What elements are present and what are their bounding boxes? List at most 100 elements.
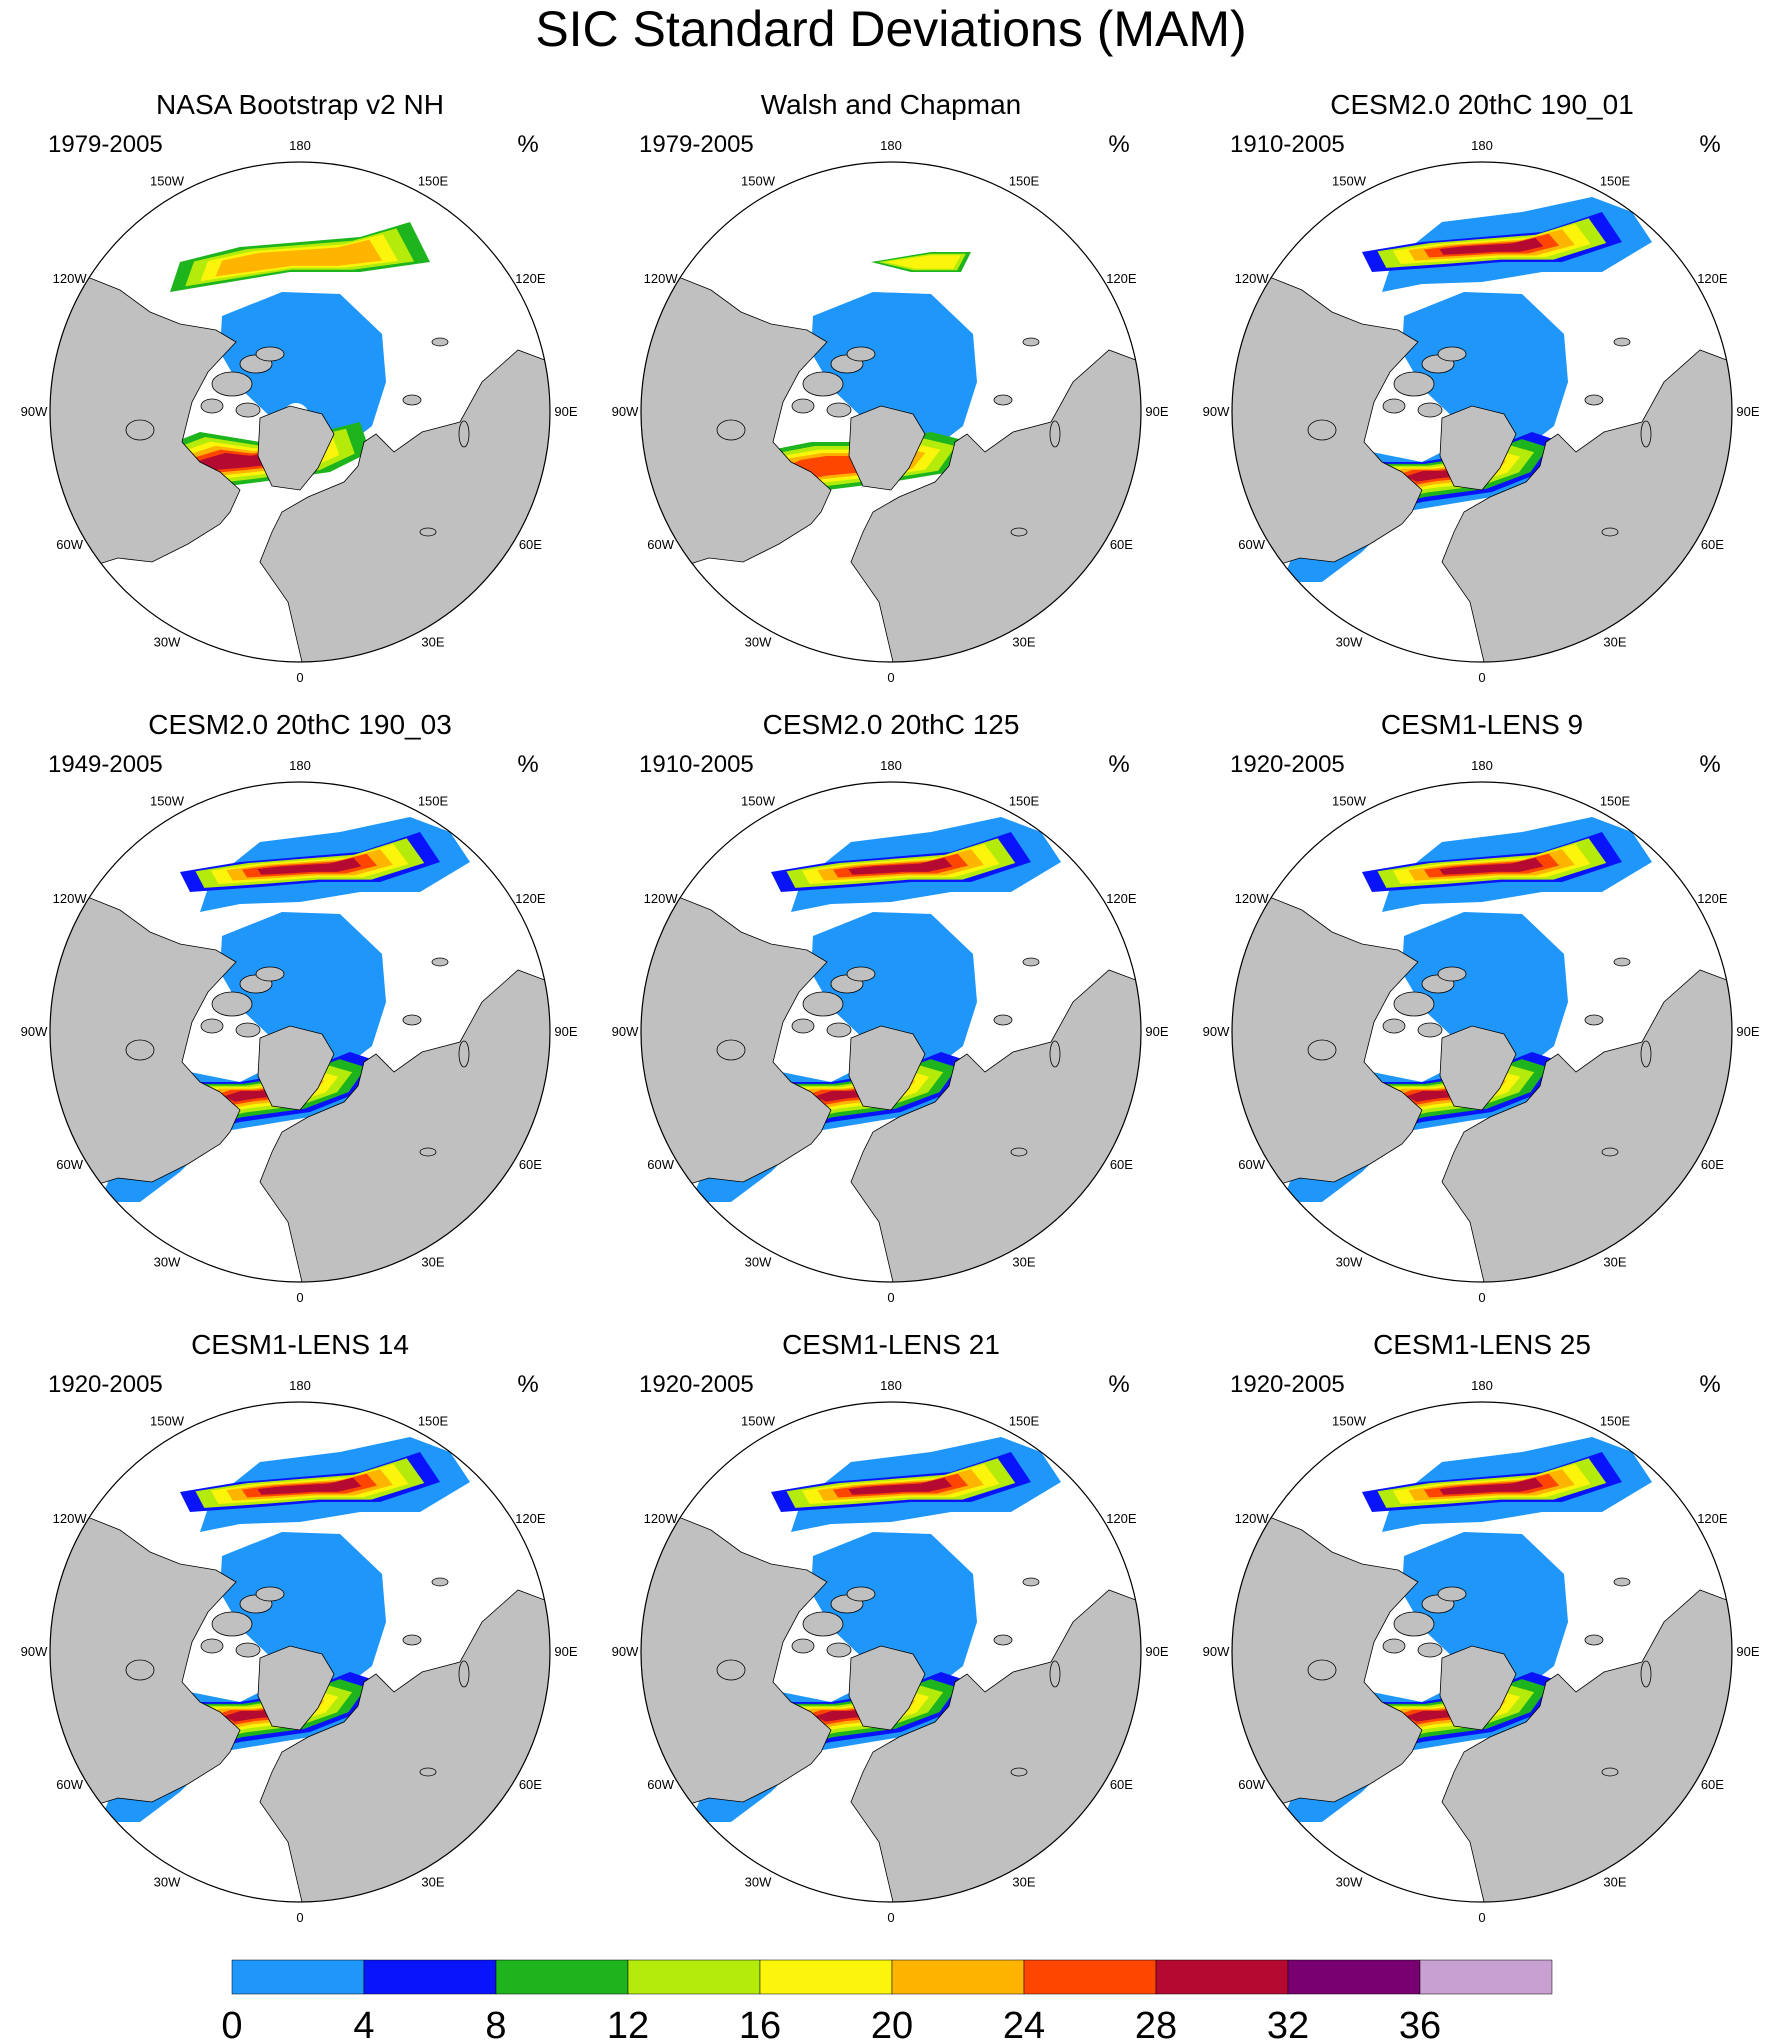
- colorbar-swatch: [891, 1959, 1025, 1995]
- colorbar-swatch: [495, 1959, 629, 1995]
- polar-map: 180 150E 120E 90E 60E 30E 0 30W 60W 90W 120W 150W: [21, 138, 578, 685]
- land-mask: [50, 277, 550, 662]
- longitude-label: 150W: [150, 174, 185, 189]
- longitude-label: 30W: [745, 1874, 772, 1889]
- colorbar-label: 8: [485, 2005, 506, 2043]
- longitude-label: 120W: [1235, 1511, 1270, 1526]
- colorbar-label: 28: [1135, 2005, 1177, 2043]
- polar-map: 180 150E 120E 90E 60E 30E 0 30W 60W 90W 120W 150W: [612, 1378, 1169, 1925]
- panel-title: CESM1-LENS 25: [1373, 1329, 1591, 1360]
- longitude-label: 120E: [1697, 1511, 1728, 1526]
- panel-unit: %: [1108, 751, 1129, 778]
- colorbar-swatch: [363, 1959, 497, 1995]
- land-mask: [50, 897, 550, 1282]
- polar-map: 180 150E 120E 90E 60E 30E 0 30W 60W 90W 120W 150W: [612, 138, 1169, 685]
- polar-map: 180 150E 120E 90E 60E 30E 0 30W 60W 90W 120W 150W: [21, 758, 578, 1305]
- longitude-label: 90E: [1145, 404, 1168, 419]
- polar-map: 180 150E 120E 90E 60E 30E 0 30W 60W 90W 120W 150W: [612, 758, 1169, 1305]
- map-boundary: [1231, 1401, 1733, 1903]
- longitude-label: 30W: [154, 1874, 181, 1889]
- longitude-label: 180: [1471, 138, 1493, 153]
- land-mask: [1232, 277, 1732, 662]
- panel-period: 1949-2005: [48, 751, 163, 778]
- longitude-label: 150W: [150, 1414, 185, 1429]
- colorbar-swatch: [759, 1959, 893, 1995]
- longitude-label: 90E: [1736, 1644, 1759, 1659]
- map-panel: CESM2.0 20thC 190_01 1910-2005 % 180 150E 120…: [1203, 89, 1760, 685]
- colorbar: 0 4 8 12 16 20 24 28 32 36: [221, 1959, 1553, 2043]
- longitude-label: 120E: [1106, 891, 1137, 906]
- longitude-label: 90E: [1145, 1024, 1168, 1039]
- longitude-label: 0: [887, 1290, 894, 1305]
- panel-unit: %: [517, 751, 538, 778]
- panel-title: CESM1-LENS 14: [191, 1329, 409, 1360]
- longitude-label: 30W: [154, 634, 181, 649]
- map-boundary: [49, 781, 551, 1283]
- longitude-label: 0: [1478, 1910, 1485, 1925]
- longitude-label: 150E: [418, 174, 449, 189]
- colorbar-label: 16: [739, 2005, 781, 2043]
- land-mask: [641, 1517, 1141, 1902]
- longitude-label: 150W: [741, 794, 776, 809]
- longitude-label: 60W: [1238, 537, 1265, 552]
- longitude-label: 30W: [1336, 1254, 1363, 1269]
- map-boundary: [49, 1401, 551, 1903]
- colorbar-swatch: [231, 1959, 365, 1995]
- longitude-label: 30E: [421, 1254, 444, 1269]
- longitude-label: 120E: [1697, 891, 1728, 906]
- colorbar-label: 20: [871, 2005, 913, 2043]
- longitude-label: 60W: [647, 537, 674, 552]
- map-boundary: [640, 1401, 1142, 1903]
- map-boundary: [640, 781, 1142, 1283]
- longitude-label: 0: [296, 1910, 303, 1925]
- longitude-label: 120E: [515, 1511, 546, 1526]
- longitude-label: 90W: [21, 404, 48, 419]
- colorbar-label: 0: [221, 2005, 242, 2043]
- longitude-label: 120E: [1106, 1511, 1137, 1526]
- map-boundary: [640, 161, 1142, 663]
- longitude-label: 90W: [612, 1024, 639, 1039]
- panel-period: 1910-2005: [639, 751, 754, 778]
- longitude-label: 0: [296, 670, 303, 685]
- longitude-label: 30W: [1336, 634, 1363, 649]
- map-boundary: [49, 161, 551, 663]
- longitude-label: 150W: [741, 174, 776, 189]
- longitude-label: 0: [887, 670, 894, 685]
- longitude-label: 30E: [1012, 634, 1035, 649]
- longitude-label: 0: [1478, 670, 1485, 685]
- land-mask: [50, 1517, 550, 1902]
- longitude-label: 60E: [1701, 1157, 1724, 1172]
- colorbar-label: 24: [1003, 2005, 1045, 2043]
- colorbar-label: 4: [353, 2005, 374, 2043]
- panel-period: 1910-2005: [1230, 131, 1345, 158]
- land-mask: [1232, 1517, 1732, 1902]
- map-panel: CESM1-LENS 14 1920-2005 % 180 150E 120E 90E 60E…: [21, 1329, 578, 1925]
- longitude-label: 90E: [1736, 1024, 1759, 1039]
- longitude-label: 120E: [1106, 271, 1137, 286]
- map-panel: CESM1-LENS 25 1920-2005 % 180 150E 120E 90E 60E…: [1203, 1329, 1760, 1925]
- panel-title: CESM2.0 20thC 190_01: [1330, 89, 1634, 120]
- longitude-label: 60W: [1238, 1777, 1265, 1792]
- land-mask: [641, 897, 1141, 1282]
- panel-title: NASA Bootstrap v2 NH: [156, 89, 444, 120]
- longitude-label: 90W: [612, 1644, 639, 1659]
- colorbar-swatch: [627, 1959, 761, 1995]
- longitude-label: 180: [289, 758, 311, 773]
- longitude-label: 150W: [741, 1414, 776, 1429]
- longitude-label: 60E: [519, 537, 542, 552]
- panel-title: CESM2.0 20thC 190_03: [148, 709, 452, 740]
- longitude-label: 150W: [150, 794, 185, 809]
- longitude-label: 120W: [644, 891, 679, 906]
- panel-period: 1920-2005: [1230, 751, 1345, 778]
- longitude-label: 60W: [56, 1157, 83, 1172]
- longitude-label: 30E: [1012, 1874, 1035, 1889]
- longitude-label: 90W: [612, 404, 639, 419]
- longitude-label: 150E: [1009, 794, 1040, 809]
- polar-map: 180 150E 120E 90E 60E 30E 0 30W 60W 90W 120W 150W: [1203, 758, 1760, 1305]
- land-mask: [641, 277, 1141, 662]
- panel-period: 1979-2005: [639, 131, 754, 158]
- longitude-label: 90E: [554, 404, 577, 419]
- longitude-label: 120W: [1235, 891, 1270, 906]
- map-panel: CESM1-LENS 21 1920-2005 % 180 150E 120E 90E 60E…: [612, 1329, 1169, 1925]
